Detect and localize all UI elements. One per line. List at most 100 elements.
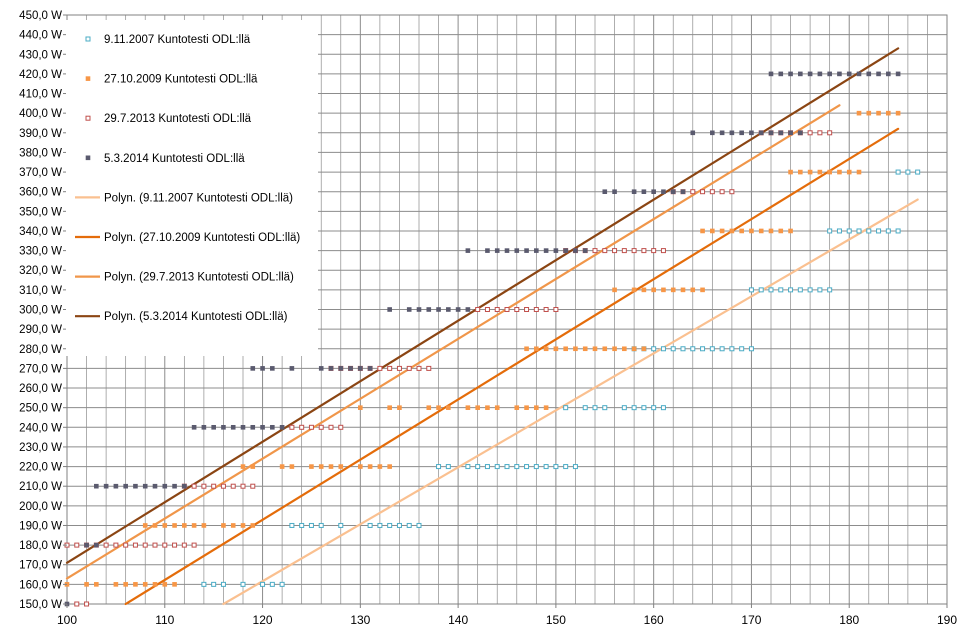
data-point-series-0 bbox=[748, 287, 754, 293]
data-point-series-1 bbox=[739, 228, 744, 234]
data-point-series-0 bbox=[719, 346, 725, 352]
data-point-series-3 bbox=[201, 424, 207, 430]
data-point-series-3 bbox=[798, 71, 803, 77]
data-point-series-0 bbox=[895, 169, 901, 175]
data-point-series-1 bbox=[680, 287, 686, 293]
data-point-series-0 bbox=[514, 464, 520, 470]
data-point-series-1 bbox=[182, 523, 187, 528]
data-point-series-3 bbox=[221, 424, 226, 430]
data-point-series-2 bbox=[84, 601, 90, 607]
data-point-series-3 bbox=[191, 424, 197, 430]
data-point-series-1 bbox=[612, 346, 617, 352]
data-point-series-3 bbox=[240, 424, 246, 430]
trendline-4 bbox=[222, 198, 919, 606]
data-point-series-1 bbox=[152, 523, 158, 528]
y-tick-label: 390,0 W bbox=[19, 128, 62, 140]
legend-label-4: Polyn. (9.11.2007 Kuntotesti ODL:llä) bbox=[104, 192, 293, 204]
data-point-series-2 bbox=[396, 365, 402, 371]
data-point-series-2 bbox=[172, 542, 178, 548]
x-tick-label: 140 bbox=[448, 613, 468, 627]
data-point-series-3 bbox=[142, 483, 148, 489]
data-point-series-3 bbox=[553, 248, 559, 253]
data-point-series-1 bbox=[328, 464, 334, 469]
data-point-series-0 bbox=[797, 287, 803, 293]
data-point-series-1 bbox=[152, 582, 158, 587]
data-point-series-1 bbox=[641, 287, 647, 293]
data-point-series-3 bbox=[582, 248, 588, 253]
data-point-series-1 bbox=[817, 169, 823, 175]
y-tick-label: 260,0 W bbox=[19, 383, 62, 395]
data-point-series-3 bbox=[856, 71, 862, 77]
data-point-series-0 bbox=[582, 405, 588, 411]
data-point-series-2 bbox=[660, 248, 666, 254]
data-point-series-3 bbox=[416, 307, 422, 312]
data-point-series-2 bbox=[553, 307, 559, 312]
data-point-series-2 bbox=[211, 483, 217, 489]
data-point-series-2 bbox=[484, 307, 490, 312]
data-point-series-3 bbox=[84, 542, 89, 548]
data-point-series-2 bbox=[338, 424, 344, 430]
data-point-series-1 bbox=[661, 287, 666, 293]
x-tick-label: 180 bbox=[839, 613, 859, 627]
data-point-series-3 bbox=[778, 71, 784, 77]
data-point-series-0 bbox=[484, 464, 490, 470]
data-point-series-2 bbox=[807, 130, 813, 136]
data-point-series-2 bbox=[641, 248, 647, 254]
data-point-series-2 bbox=[651, 248, 657, 254]
data-point-series-3 bbox=[876, 71, 881, 77]
data-point-series-2 bbox=[289, 424, 295, 430]
data-point-series-3 bbox=[895, 71, 901, 77]
data-point-series-1 bbox=[172, 523, 177, 528]
y-tick-label: 270,0 W bbox=[19, 363, 62, 375]
data-point-series-1 bbox=[631, 287, 637, 293]
data-point-series-0 bbox=[631, 405, 637, 411]
data-point-series-1 bbox=[475, 405, 480, 410]
x-tick-label: 150 bbox=[546, 613, 566, 627]
data-point-series-3 bbox=[465, 307, 471, 312]
data-point-series-0 bbox=[308, 522, 314, 528]
data-point-series-2 bbox=[504, 307, 510, 312]
data-point-series-3 bbox=[182, 483, 187, 489]
data-point-series-2 bbox=[719, 189, 725, 195]
x-tick-label: 170 bbox=[741, 613, 761, 627]
data-point-series-3 bbox=[318, 366, 324, 371]
data-point-series-1 bbox=[240, 464, 246, 469]
data-point-series-1 bbox=[856, 169, 862, 175]
legend-label-5: Polyn. (27.10.2009 Kuntotesti ODL:llä) bbox=[104, 232, 300, 244]
y-tick-label: 210,0 W bbox=[19, 481, 62, 493]
data-point-series-1 bbox=[123, 582, 128, 587]
data-point-series-0 bbox=[827, 228, 833, 234]
y-tick-label: 150,0 W bbox=[19, 599, 62, 611]
data-point-series-0 bbox=[651, 405, 657, 411]
data-point-series-1 bbox=[240, 523, 246, 528]
x-tick-label: 110 bbox=[155, 613, 174, 627]
data-point-series-1 bbox=[895, 110, 901, 116]
data-point-series-3 bbox=[133, 483, 138, 489]
data-point-series-1 bbox=[729, 228, 735, 234]
data-point-series-3 bbox=[563, 248, 568, 253]
data-point-series-3 bbox=[651, 189, 656, 194]
data-point-series-0 bbox=[602, 405, 608, 411]
data-point-series-1 bbox=[524, 346, 529, 352]
data-point-series-3 bbox=[465, 248, 471, 253]
data-point-series-3 bbox=[690, 130, 696, 136]
y-tick-label: 200,0 W bbox=[19, 501, 62, 513]
data-point-series-1 bbox=[778, 228, 784, 234]
data-point-series-1 bbox=[856, 110, 862, 116]
data-point-series-3 bbox=[270, 366, 275, 371]
data-point-series-3 bbox=[172, 483, 177, 489]
data-point-series-3 bbox=[494, 248, 500, 253]
data-point-series-1 bbox=[514, 405, 520, 410]
axes: 100 110 120 130 140 150 160 170 180 190 150,0 W 160… bbox=[19, 10, 957, 627]
data-point-series-2 bbox=[201, 483, 207, 489]
data-point-series-3 bbox=[846, 71, 852, 77]
data-point-series-1 bbox=[172, 582, 177, 587]
data-point-series-3 bbox=[729, 130, 735, 136]
data-point-series-2 bbox=[494, 307, 500, 312]
data-point-series-0 bbox=[299, 522, 305, 528]
data-point-series-1 bbox=[758, 228, 764, 234]
y-tick-label: 450,0 W bbox=[19, 10, 62, 22]
data-point-series-2 bbox=[602, 248, 608, 254]
legend: 9.11.2007 Kuntotesti ODL:llä 27.10.2009 K… bbox=[66, 20, 318, 356]
data-point-series-0 bbox=[436, 464, 442, 470]
